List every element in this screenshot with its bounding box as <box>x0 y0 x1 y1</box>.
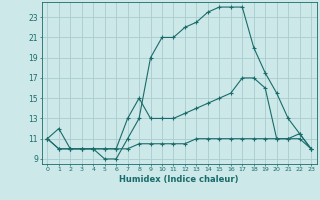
X-axis label: Humidex (Indice chaleur): Humidex (Indice chaleur) <box>119 175 239 184</box>
